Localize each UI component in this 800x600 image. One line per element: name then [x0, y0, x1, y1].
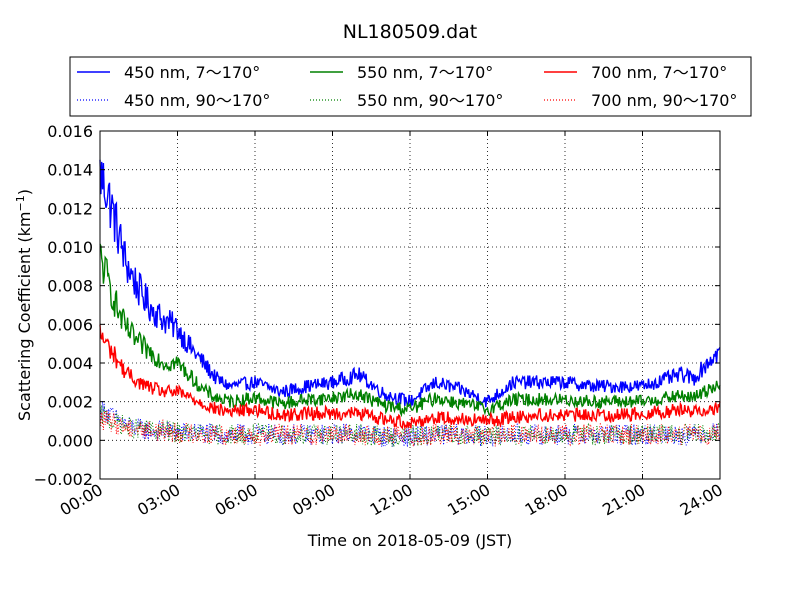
series-line — [99, 400, 721, 448]
y-tick-label: 0.012 — [47, 199, 93, 218]
y-axis: −0.002 0.000 0.002 0.004 0.006 0.008 0.010 0.01… — [34, 122, 720, 489]
legend: 450 nm, 7～170° 550 nm, 7～170° 700 nm, 7～17… — [69, 56, 752, 117]
y-tick-label: 0.016 — [47, 122, 93, 141]
legend-label: 550 nm, 90～170° — [357, 91, 503, 110]
y-axis-label-main: Scattering Coefficient (km — [15, 211, 34, 421]
x-tick-label: 12:00 — [367, 480, 416, 520]
series-line — [99, 159, 721, 408]
x-tick-label: 21:00 — [599, 480, 648, 520]
x-axis-label: Time on 2018-05-09 (JST) — [307, 531, 512, 550]
series-layer — [99, 159, 721, 448]
legend-box — [69, 56, 752, 117]
legend-label: 450 nm, 7～170° — [124, 63, 260, 82]
y-axis-label-sup: −1 — [14, 195, 27, 211]
x-tick-label: 18:00 — [522, 480, 571, 520]
series-line — [99, 405, 721, 447]
series-line — [99, 410, 721, 447]
y-tick-label: −0.002 — [34, 470, 93, 489]
y-tick-label: 0.014 — [47, 161, 93, 180]
y-tick-label: 0.002 — [47, 393, 93, 412]
y-tick-label: 0.000 — [47, 431, 93, 450]
y-tick-label: 0.010 — [47, 238, 93, 257]
legend-label: 700 nm, 7～170° — [591, 63, 727, 82]
x-tick-label: 09:00 — [289, 480, 338, 520]
y-tick-label: 0.004 — [47, 354, 93, 373]
legend-label: 700 nm, 90～170° — [591, 91, 737, 110]
legend-label: 550 nm, 7～170° — [357, 63, 493, 82]
series-line — [99, 243, 721, 418]
y-axis-label-close: ) — [15, 189, 34, 195]
legend-label: 450 nm, 90～170° — [124, 91, 270, 110]
x-tick-label: 15:00 — [444, 480, 493, 520]
x-tick-label: 03:00 — [134, 480, 183, 520]
series-line — [99, 324, 721, 430]
y-tick-label: 0.006 — [47, 315, 93, 334]
y-axis-label: Scattering Coefficient (km−1) — [14, 189, 34, 421]
chart-title: NL180509.dat — [343, 21, 478, 43]
x-tick-label: 24:00 — [677, 480, 726, 520]
x-tick-label: 06:00 — [212, 480, 261, 520]
y-tick-label: 0.008 — [47, 277, 93, 296]
